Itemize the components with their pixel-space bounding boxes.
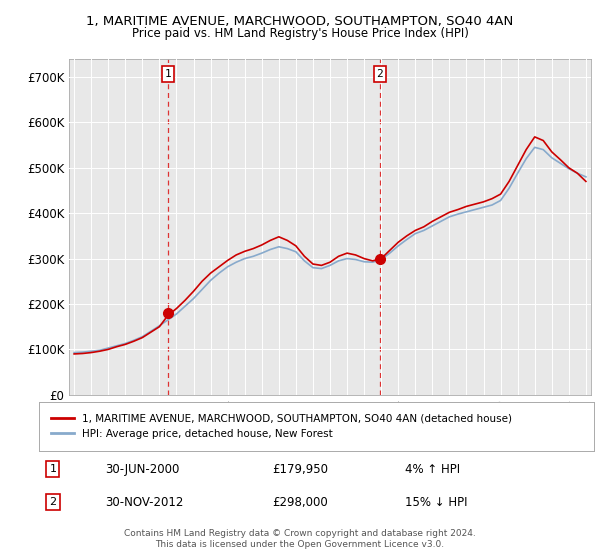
Text: £179,950: £179,950	[272, 463, 328, 475]
Text: 30-NOV-2012: 30-NOV-2012	[106, 496, 184, 509]
Text: 1, MARITIME AVENUE, MARCHWOOD, SOUTHAMPTON, SO40 4AN: 1, MARITIME AVENUE, MARCHWOOD, SOUTHAMPT…	[86, 15, 514, 28]
Text: 1: 1	[164, 69, 172, 79]
Text: Contains HM Land Registry data © Crown copyright and database right 2024.: Contains HM Land Registry data © Crown c…	[124, 529, 476, 538]
Text: 4% ↑ HPI: 4% ↑ HPI	[406, 463, 460, 475]
Text: Price paid vs. HM Land Registry's House Price Index (HPI): Price paid vs. HM Land Registry's House …	[131, 27, 469, 40]
Text: 2: 2	[49, 497, 56, 507]
Text: 30-JUN-2000: 30-JUN-2000	[106, 463, 180, 475]
Text: £298,000: £298,000	[272, 496, 328, 509]
Text: 15% ↓ HPI: 15% ↓ HPI	[406, 496, 468, 509]
Text: 2: 2	[376, 69, 383, 79]
Legend: 1, MARITIME AVENUE, MARCHWOOD, SOUTHAMPTON, SO40 4AN (detached house), HPI: Aver: 1, MARITIME AVENUE, MARCHWOOD, SOUTHAMPT…	[47, 409, 517, 443]
Text: This data is licensed under the Open Government Licence v3.0.: This data is licensed under the Open Gov…	[155, 540, 445, 549]
Text: 1: 1	[49, 464, 56, 474]
